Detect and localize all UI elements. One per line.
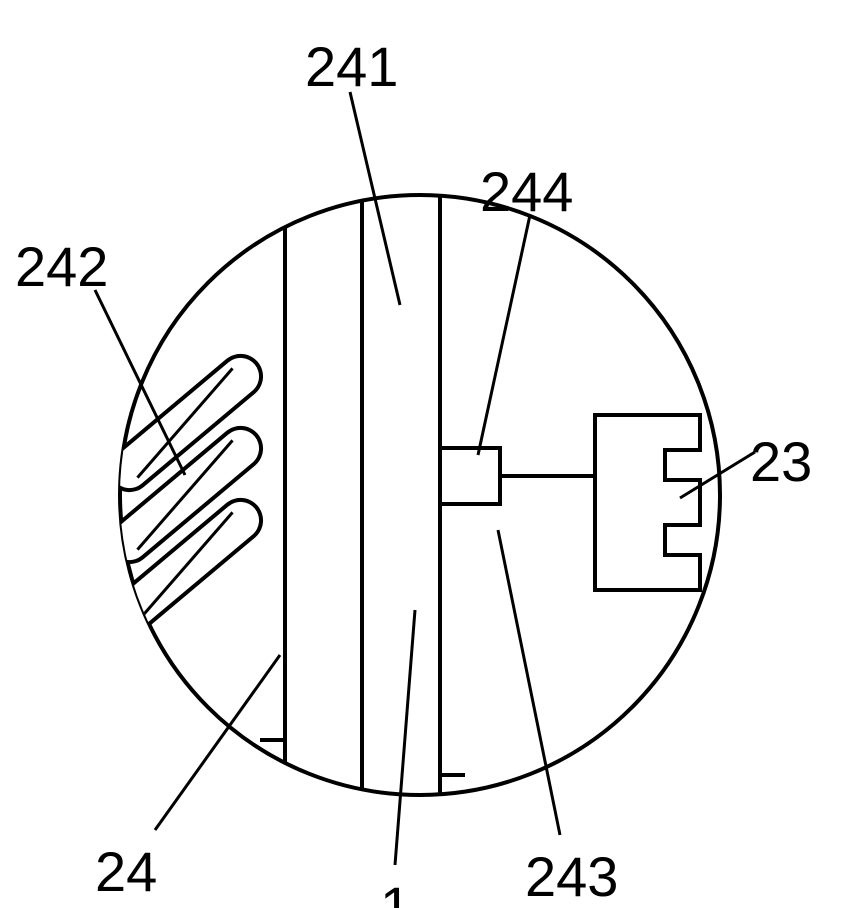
diagram-canvas: 241 244 242 23 24 243 1 — [0, 0, 853, 908]
diagram-svg: 241 244 242 23 24 243 1 — [0, 0, 853, 908]
label-242: 242 — [15, 235, 108, 298]
label-23: 23 — [750, 430, 812, 493]
label-243: 243 — [525, 845, 618, 908]
label-24: 24 — [95, 840, 157, 903]
label-244: 244 — [480, 160, 573, 223]
label-241: 241 — [305, 35, 398, 98]
label-1: 1 — [380, 875, 411, 908]
